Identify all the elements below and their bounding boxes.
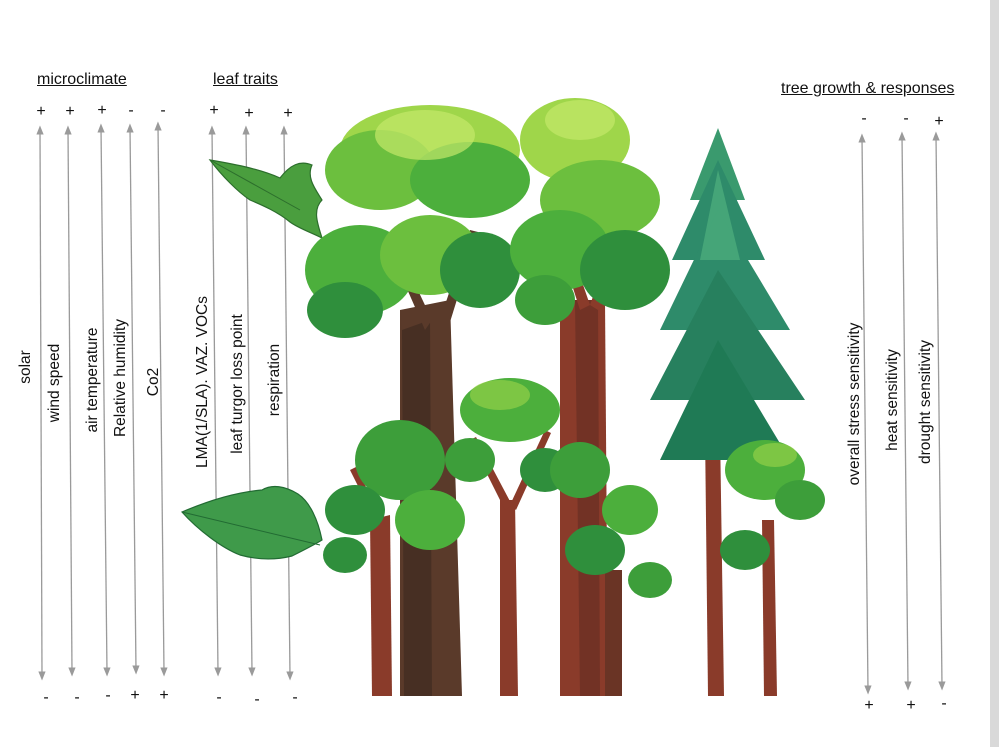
heading-tree-growth: tree growth & responses [781, 80, 955, 97]
arrow-overall-stress [858, 133, 872, 695]
sign-bottom-wind-speed: - [74, 689, 80, 706]
arrow-heat [898, 131, 912, 691]
sign-bottom-drought: - [941, 695, 947, 712]
arrow-relative-humidity [126, 123, 140, 675]
sign-top-lma: + [209, 102, 219, 119]
sign-top-turgor: + [244, 105, 254, 122]
page-edge [990, 0, 999, 747]
sign-top-respiration: + [283, 105, 293, 122]
canopy-understory-mid [550, 442, 672, 598]
arrow-respiration [280, 125, 294, 681]
sign-top-air-temperature: + [97, 102, 107, 119]
arrow-turgor [242, 125, 256, 677]
canopy-left-tree [305, 105, 530, 338]
sign-bottom-heat: + [906, 697, 916, 714]
sign-bottom-air-temperature: - [105, 687, 111, 704]
sign-bottom-relative-humidity: + [130, 687, 140, 704]
sign-top-drought: + [934, 113, 944, 130]
sign-bottom-lma: - [216, 689, 222, 706]
heading-leaf-traits: leaf traits [213, 71, 278, 88]
canopy-understory-left [323, 420, 465, 573]
oak-leaf-upper [208, 159, 323, 240]
sign-bottom-turgor: - [254, 691, 260, 708]
sign-top-wind-speed: + [65, 103, 75, 120]
holly-leaf-lower [180, 485, 323, 560]
arrow-air-temperature [97, 123, 111, 677]
sign-bottom-overall-stress: + [864, 697, 874, 714]
conifer-tree [650, 128, 805, 460]
sign-top-co2: - [160, 102, 166, 119]
arrow-solar [36, 125, 46, 681]
arrow-wind-speed [64, 125, 76, 677]
heading-microclimate: microclimate [37, 71, 127, 88]
sign-bottom-respiration: - [292, 689, 298, 706]
arrow-co2 [154, 121, 168, 677]
sign-top-heat: - [903, 110, 909, 127]
sign-top-overall-stress: - [861, 110, 867, 127]
sign-bottom-co2: + [159, 687, 169, 704]
sign-top-relative-humidity: - [128, 102, 134, 119]
arrow-drought [932, 131, 946, 691]
canopy-understory-right [720, 440, 825, 570]
canopy-understory-center [445, 378, 570, 492]
sign-bottom-solar: - [43, 689, 49, 706]
arrow-lma [208, 125, 222, 677]
sign-top-solar: + [36, 103, 46, 120]
canopy-right-tree [510, 98, 670, 325]
